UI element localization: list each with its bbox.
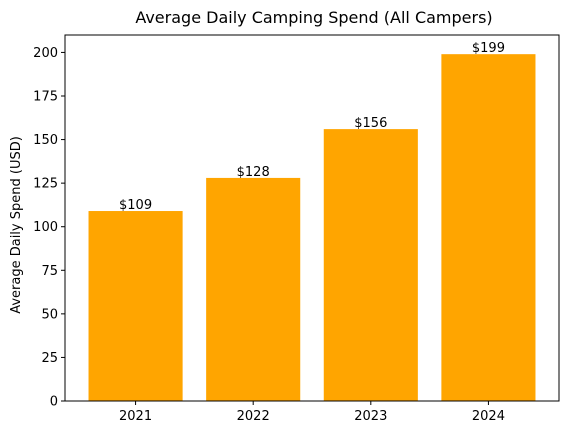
bar xyxy=(323,129,418,401)
axes-frame xyxy=(64,34,560,402)
chart-title: Average Daily Camping Spend (All Campers… xyxy=(135,8,492,27)
x-tick-label: 2023 xyxy=(354,409,387,424)
y-tick-label: 25 xyxy=(41,351,58,366)
y-axis-title: Average Daily Spend (USD) xyxy=(9,136,24,314)
y-tick-label: 100 xyxy=(33,220,58,235)
bar-value-label: $199 xyxy=(472,41,505,56)
y-tick-label: 50 xyxy=(41,307,58,322)
bar-value-label: $128 xyxy=(237,165,270,180)
y-tick-label: 0 xyxy=(50,395,58,410)
bar-value-label: $109 xyxy=(119,198,152,213)
x-tick-label: 2021 xyxy=(119,409,152,424)
y-tick-label: 150 xyxy=(33,133,58,148)
x-tick-label: 2022 xyxy=(237,409,270,424)
y-tick-label: 75 xyxy=(41,264,58,279)
x-tick-label: 2024 xyxy=(472,409,505,424)
y-tick-label: 125 xyxy=(33,177,58,192)
bar xyxy=(206,177,301,401)
axes: 2021 2022 2023 2024 0 25 50 75 100 125 150 175 200 xyxy=(33,34,560,424)
bar-value-label: $156 xyxy=(354,116,387,131)
y-tick-label: 175 xyxy=(33,90,58,105)
plot-area: $109 $128 $156 $199 xyxy=(88,41,536,402)
bar xyxy=(441,54,536,402)
bar xyxy=(88,211,183,401)
y-tick-label: 200 xyxy=(33,46,58,61)
